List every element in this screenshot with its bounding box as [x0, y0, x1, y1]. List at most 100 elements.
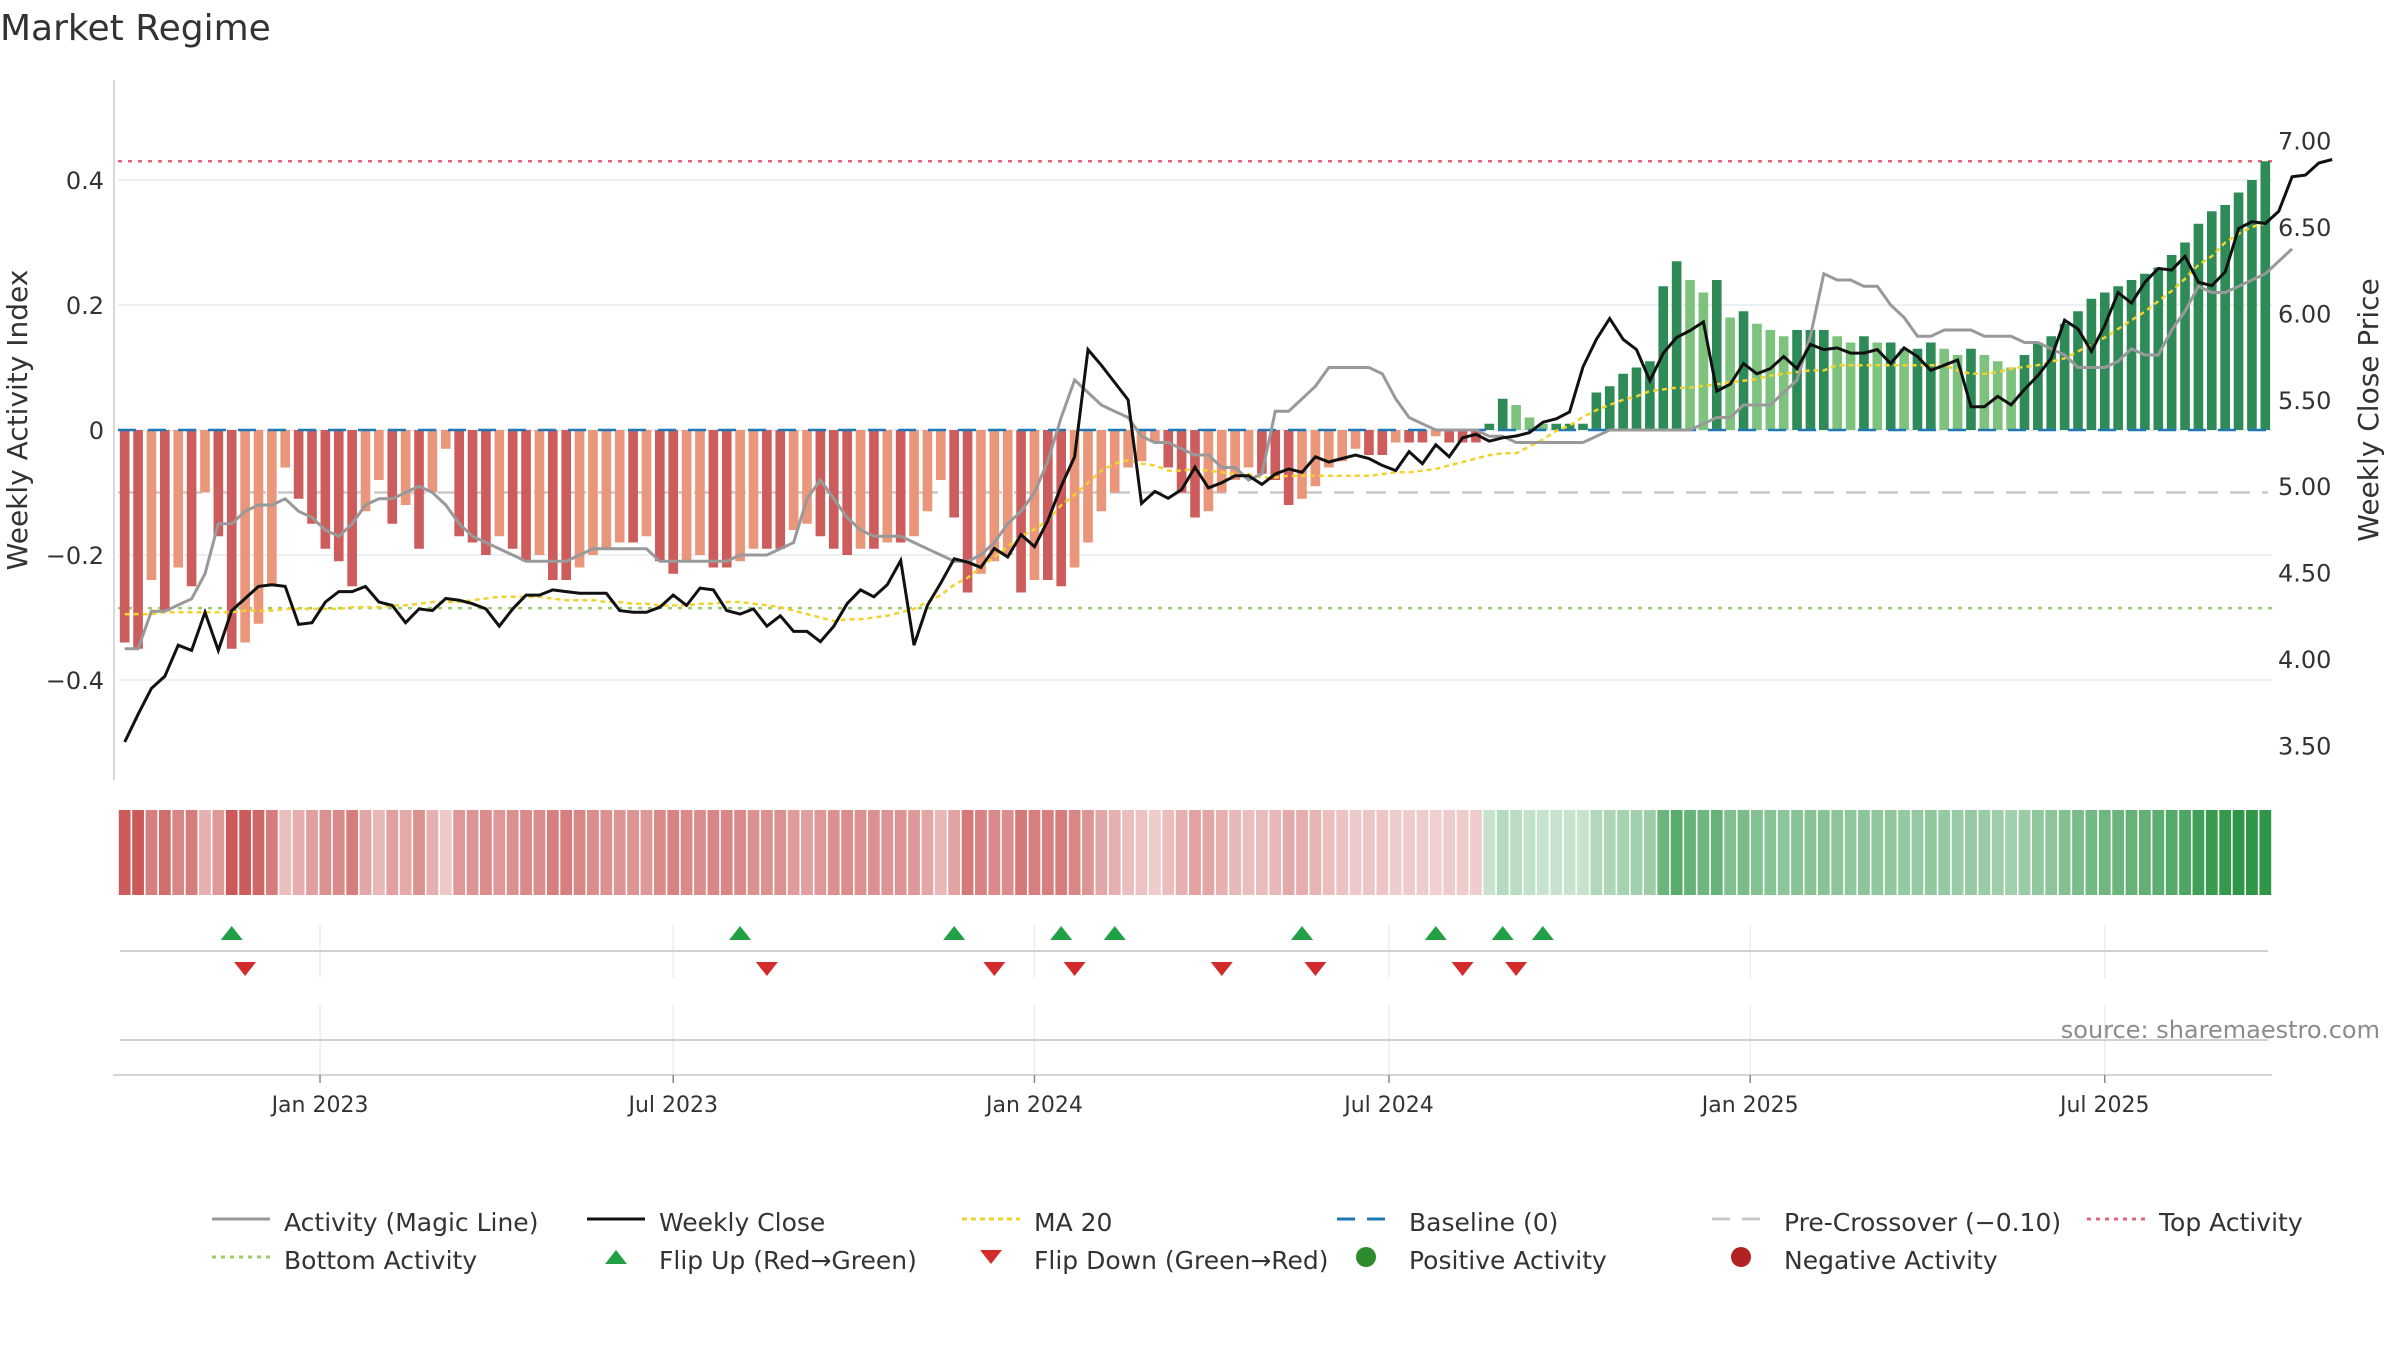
regime-cell	[185, 810, 198, 895]
flip-down-marker	[1505, 962, 1528, 976]
right-tick-label: 7.00	[2278, 127, 2331, 155]
regime-cell	[1429, 810, 1442, 895]
activity-bar	[534, 430, 545, 555]
regime-cell	[145, 810, 158, 895]
regime-cell	[961, 810, 974, 895]
regime-cell	[2112, 810, 2125, 895]
activity-bar	[1377, 430, 1388, 455]
activity-bar	[1123, 430, 1133, 468]
bottom-panel: Jan 2023 Jul 2023 Jan 2024 Jul 2024 Jan 2025…	[113, 1005, 2380, 1118]
legend-label: Activity (Magic Line)	[284, 1207, 539, 1237]
legend-symbol	[585, 1245, 659, 1275]
regime-cell	[386, 810, 399, 895]
chart-title: Market Regime	[0, 8, 271, 49]
regime-cell	[627, 810, 639, 895]
legend-label: MA 20	[1034, 1207, 1113, 1237]
activity-bar	[280, 430, 291, 468]
activity-bar	[2140, 273, 2150, 430]
regime-cell	[1416, 810, 1429, 895]
activity-bar	[1216, 430, 1227, 493]
activity-bar	[454, 430, 464, 537]
regime-cell	[1229, 810, 1242, 895]
activity-bar	[561, 430, 572, 580]
activity-bar	[2006, 367, 2016, 430]
regime-cell	[1697, 810, 1710, 895]
right-tick-label: 6.50	[2278, 214, 2331, 242]
activity-bar	[267, 430, 277, 587]
regime-cell	[1443, 810, 1456, 895]
regime-cell	[1068, 810, 1081, 895]
regime-cell	[2072, 810, 2084, 895]
left-tick-label: 0	[89, 417, 104, 445]
activity-bar	[802, 430, 812, 524]
regime-cell	[2219, 810, 2232, 895]
activity-bar	[1899, 348, 1909, 430]
activity-bar	[400, 430, 411, 505]
activity-bar	[855, 430, 866, 549]
regime-cell	[1363, 810, 1375, 895]
activity-bar	[2099, 292, 2110, 430]
regime-cell	[1202, 810, 1215, 895]
regime-cell	[1349, 810, 1362, 895]
activity-bar	[427, 430, 438, 493]
legend-label: Baseline (0)	[1409, 1207, 1559, 1237]
regime-cell	[921, 810, 934, 895]
activity-bar	[2166, 255, 2177, 430]
x-tick-label: Jul 2023	[626, 1093, 718, 1118]
activity-bar	[2126, 280, 2137, 430]
activity-bar	[226, 430, 237, 649]
regime-cell	[1724, 810, 1737, 895]
regime-cell	[1296, 810, 1308, 895]
activity-bar	[1029, 430, 1040, 580]
regime-cell	[1898, 810, 1910, 895]
flip-down-marker	[1210, 962, 1233, 976]
flip-up-marker	[1531, 926, 1554, 940]
left-tick-label: −0.2	[46, 542, 104, 570]
regime-cell	[827, 810, 840, 895]
activity-bar	[1926, 342, 1936, 430]
activity-bar	[1618, 373, 1628, 430]
activity-bar	[1698, 292, 1709, 430]
regime-cell	[1577, 810, 1589, 895]
regime-cell	[2192, 810, 2205, 895]
regime-cell	[1510, 810, 1522, 895]
regime-cell	[640, 810, 653, 895]
right-tick-label: 6.00	[2278, 300, 2331, 328]
activity-bar	[962, 430, 973, 593]
regime-cell	[2125, 810, 2138, 895]
activity-bars	[119, 161, 2271, 649]
x-tick-label: Jul 2024	[1342, 1093, 1434, 1118]
activity-bar	[1725, 317, 1735, 430]
regime-cell	[520, 810, 532, 895]
legend-label: Weekly Close	[659, 1207, 826, 1237]
regime-cell	[212, 810, 225, 895]
activity-bar	[1056, 430, 1067, 587]
activity-bar	[1511, 405, 1521, 430]
regime-cell	[319, 810, 332, 895]
regime-cell	[1001, 810, 1014, 895]
flip-down-marker	[1063, 962, 1086, 976]
regime-cell	[292, 810, 305, 895]
regime-cell	[1523, 810, 1536, 895]
activity-bar	[2019, 355, 2030, 430]
regime-cell	[1041, 810, 1054, 895]
activity-bar	[895, 430, 906, 543]
weekly-close-line	[123, 158, 2333, 743]
flip-up-marker	[729, 926, 752, 940]
regime-cell	[801, 810, 813, 895]
regime-cell	[506, 810, 519, 895]
activity-bar	[788, 430, 799, 530]
legend-symbol	[960, 1245, 1034, 1275]
activity-bar	[2059, 323, 2070, 430]
activity-bar	[1150, 430, 1160, 443]
regime-cell	[1657, 810, 1670, 895]
activity-bar	[387, 430, 398, 524]
activity-bar	[1671, 261, 1682, 430]
activity-bar	[521, 430, 531, 562]
flip-down-marker	[1451, 962, 1474, 976]
regime-cell	[1844, 810, 1857, 895]
activity-bar	[481, 430, 491, 555]
regime-cell	[747, 810, 760, 895]
regime-cell	[1309, 810, 1322, 895]
activity-bar	[2086, 298, 2097, 430]
